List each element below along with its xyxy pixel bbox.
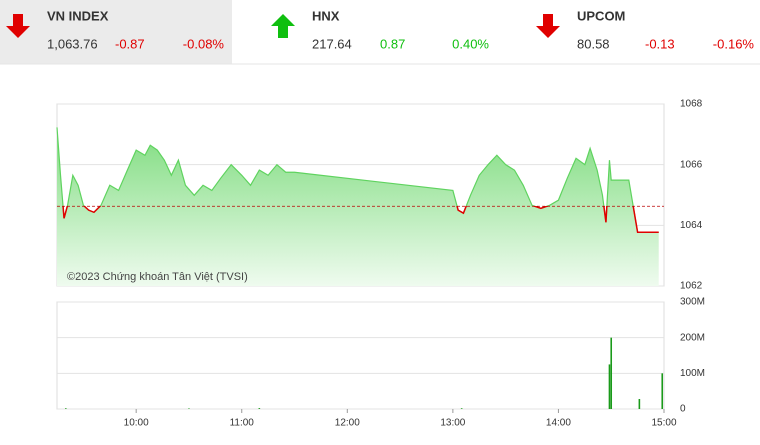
y-tick-label: 1066: [680, 159, 703, 170]
index-name: HNX: [312, 8, 340, 23]
volume-bar: [610, 337, 613, 409]
volume-bar: [188, 408, 190, 409]
copyright: ©2023 Chứng khoán Tân Việt (TVSI): [67, 271, 248, 283]
x-tick-label: 13:00: [440, 418, 465, 429]
arrow-up: [271, 14, 295, 38]
volume-bar: [64, 408, 67, 409]
y-tick-label: 200M: [680, 332, 705, 343]
volume-bar: [258, 408, 261, 409]
header-active-bg: [0, 0, 232, 64]
index-percent: -0.16%: [713, 36, 755, 51]
price-line: [56, 127, 659, 233]
index-value: 80.58: [577, 36, 610, 51]
y-tick-label: 1064: [680, 220, 703, 231]
volume-bar: [608, 364, 611, 409]
index-percent: -0.08%: [183, 36, 225, 51]
index-change: -0.13: [645, 36, 675, 51]
y-tick-label: 1068: [680, 99, 703, 110]
y-tick-label: 1062: [680, 281, 703, 292]
index-name: UPCOM: [577, 8, 625, 23]
index-change: -0.87: [115, 36, 145, 51]
x-tick-label: 11:00: [230, 418, 255, 429]
arrow-down: [6, 14, 30, 38]
y-tick-label: 300M: [680, 297, 705, 308]
x-tick-label: 14:00: [546, 418, 571, 429]
index-percent: 0.40%: [452, 36, 489, 51]
index-value: 217.64: [312, 36, 352, 51]
index-value: 1,063.76: [47, 36, 98, 51]
y-tick-label: 0: [680, 404, 686, 415]
volume-panel: [56, 301, 665, 410]
volume-bar: [638, 399, 641, 409]
price-area: [57, 127, 659, 287]
index-name: VN INDEX: [47, 8, 109, 23]
y-tick-label: 100M: [680, 368, 705, 379]
x-tick-label: 10:00: [124, 418, 149, 429]
index-change: 0.87: [380, 36, 405, 51]
x-tick-label: 12:00: [335, 418, 360, 429]
arrow-down: [536, 14, 560, 38]
volume-bar: [661, 373, 664, 409]
x-tick-label: 15:00: [651, 418, 676, 429]
volume-bar: [460, 408, 463, 409]
